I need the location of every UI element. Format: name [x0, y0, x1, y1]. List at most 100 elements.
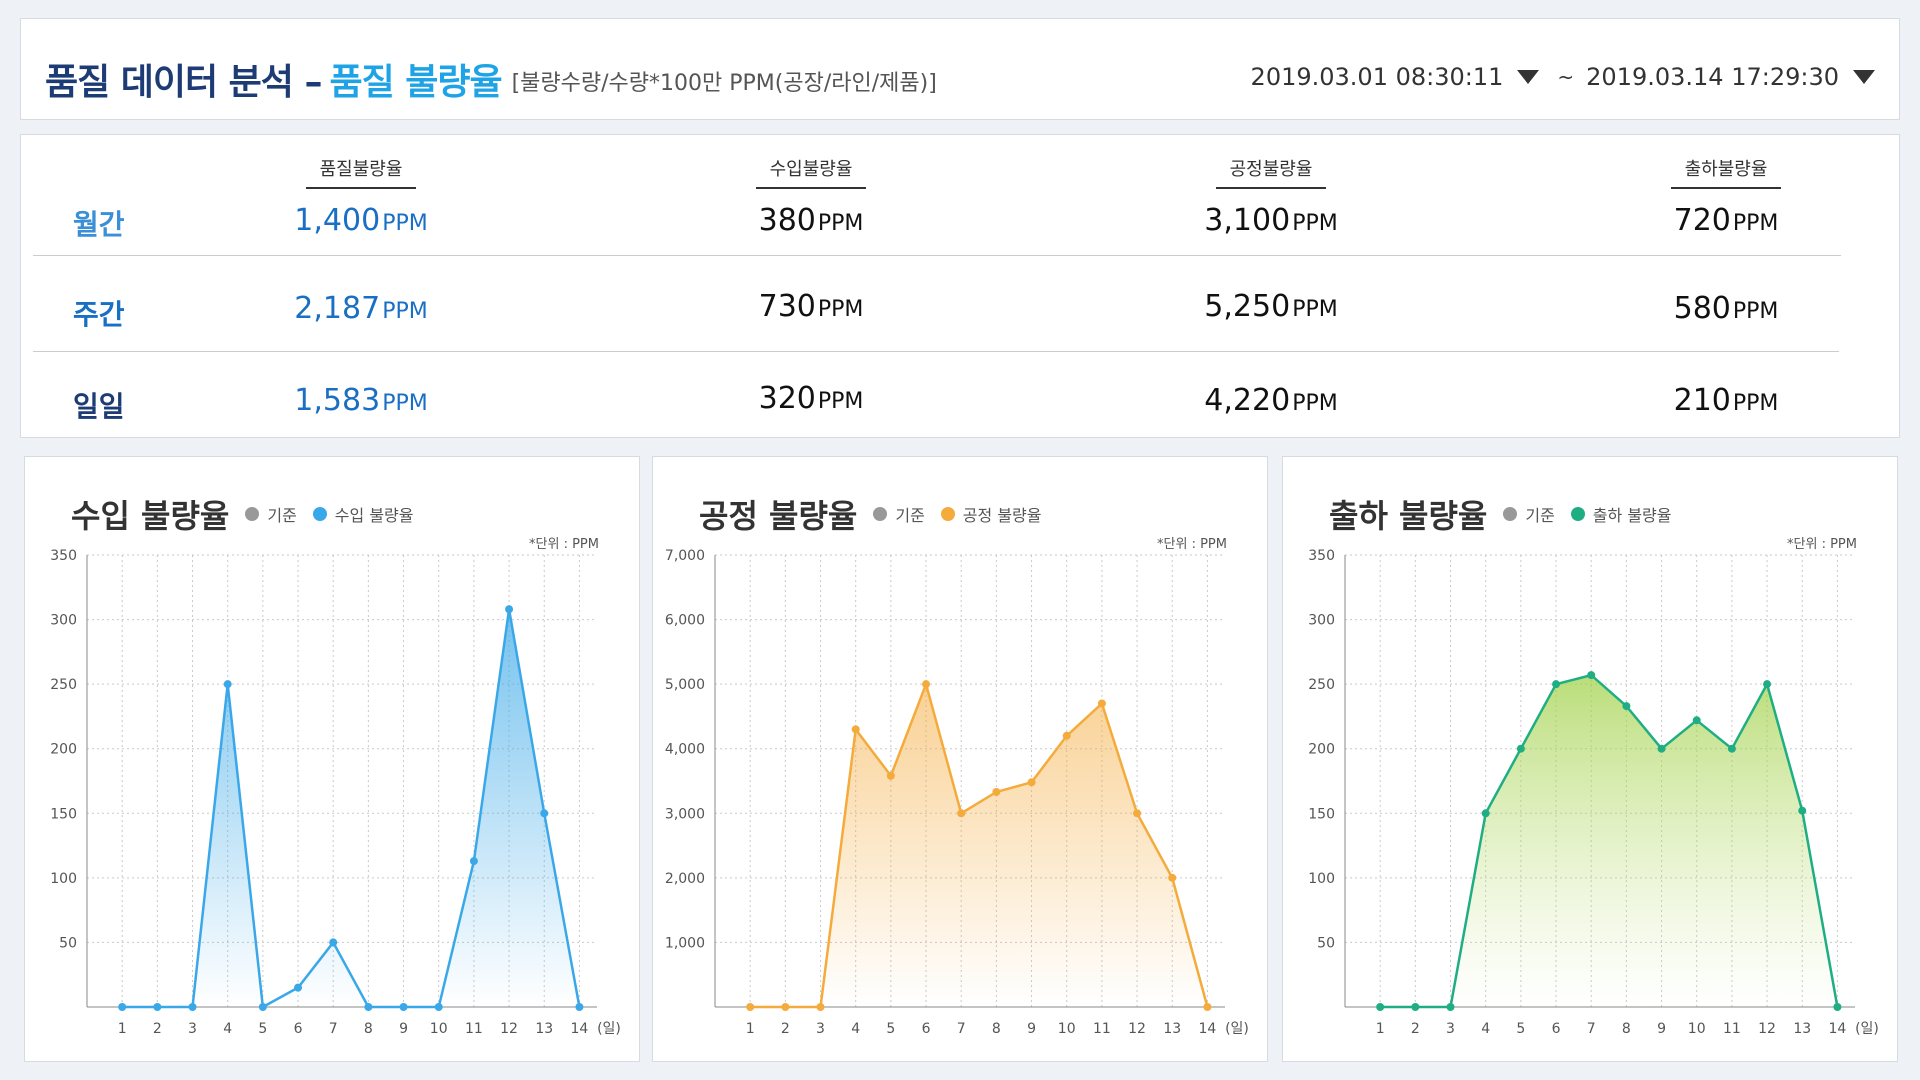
- x-tick-label: 13: [1793, 1021, 1811, 1037]
- x-tick-label: 11: [1723, 1021, 1741, 1037]
- x-tick-label: 8: [364, 1021, 373, 1037]
- unit-label: *단위 : PPM: [1787, 537, 1857, 552]
- column-header-process: 공정불량율: [1216, 155, 1326, 189]
- cell-monthly-shipping: 720PPM: [1606, 203, 1846, 238]
- y-tick-label: 6,000: [665, 613, 705, 629]
- series-area: [122, 609, 580, 1007]
- cell-unit: PPM: [1292, 211, 1338, 236]
- date-to-dropdown-icon[interactable]: [1853, 70, 1875, 84]
- y-tick-label: 3,000: [665, 806, 705, 822]
- x-tick-label: 12: [1128, 1021, 1146, 1037]
- data-point: [781, 1003, 790, 1011]
- x-tick-label: 9: [399, 1021, 408, 1037]
- x-tick-label: 8: [1622, 1021, 1631, 1037]
- date-from[interactable]: 2019.03.01 08:30:11: [1250, 63, 1504, 91]
- data-point: [540, 809, 549, 818]
- x-tick-label: 10: [1058, 1021, 1076, 1037]
- x-tick-label: 8: [992, 1021, 1001, 1037]
- data-point: [1062, 731, 1071, 740]
- y-tick-label: 200: [1308, 742, 1335, 758]
- y-tick-label: 250: [50, 677, 77, 693]
- x-tick-label: 6: [294, 1021, 303, 1037]
- legend-dot-icon: [312, 507, 327, 521]
- cell-weekly-incoming: 730PPM: [691, 289, 931, 324]
- x-tick-label: 11: [1093, 1021, 1111, 1037]
- data-point: [1203, 1003, 1212, 1011]
- data-point: [1376, 1003, 1385, 1011]
- cell-unit: PPM: [382, 211, 428, 236]
- page-title: 품질 데이터 분석 – 품질 불량율 [불량수량/수량*100만 PPM(공장/라인…: [45, 53, 937, 105]
- data-point: [886, 771, 895, 780]
- x-tick-label: 13: [1163, 1021, 1181, 1037]
- legend-label: 공정 불량율: [962, 506, 1042, 525]
- cell-value: 580: [1673, 291, 1731, 326]
- x-tick-label: 14: [1198, 1021, 1216, 1037]
- legend-label: 기준: [895, 506, 925, 525]
- x-tick-label: 2: [153, 1021, 162, 1037]
- y-tick-label: 300: [1308, 613, 1335, 629]
- page-title-main: 품질 데이터 분석 –: [45, 62, 322, 103]
- cell-unit: PPM: [817, 389, 864, 414]
- x-tick-label: 12: [1758, 1021, 1776, 1037]
- unit-label: *단위 : PPM: [1157, 537, 1227, 552]
- cell-weekly-shipping: 580PPM: [1606, 291, 1846, 326]
- x-unit-label: (일): [1855, 1021, 1879, 1037]
- legend-item-series[interactable]: 출하 불량율: [1570, 502, 1671, 526]
- data-point: [1657, 744, 1666, 753]
- legend-item-series[interactable]: 공정 불량율: [940, 502, 1042, 526]
- data-point: [1587, 671, 1596, 680]
- x-tick-label: 10: [1688, 1021, 1706, 1037]
- y-tick-label: 200: [50, 742, 77, 758]
- x-tick-label: 13: [535, 1021, 553, 1037]
- y-tick-label: 5,000: [665, 677, 705, 693]
- x-tick-label: 6: [922, 1021, 931, 1037]
- legend-dot-icon: [245, 507, 260, 521]
- x-tick-label: 9: [1657, 1021, 1666, 1037]
- data-point: [1133, 809, 1142, 818]
- x-tick-label: 7: [1587, 1021, 1596, 1037]
- x-tick-label: 5: [258, 1021, 267, 1037]
- y-tick-label: 7,000: [665, 548, 705, 564]
- legend-item-series[interactable]: 수입 불량율: [312, 502, 413, 526]
- legend-dot-icon: [1503, 507, 1518, 521]
- cell-value: 320: [758, 381, 816, 416]
- x-tick-label: 4: [223, 1021, 232, 1037]
- legend-item-base[interactable]: 기준: [873, 502, 925, 526]
- data-point: [1481, 809, 1490, 818]
- cell-daily-process: 4,220PPM: [1151, 383, 1391, 418]
- chart-title: 수입 불량율 기준 수입 불량율: [71, 491, 413, 537]
- legend-item-base[interactable]: 기준: [1503, 502, 1555, 526]
- data-point: [329, 938, 338, 947]
- x-tick-label: 4: [851, 1021, 860, 1037]
- x-tick-label: 12: [500, 1021, 518, 1037]
- data-point: [1763, 680, 1772, 689]
- data-point: [957, 809, 966, 818]
- cell-weekly-process: 5,250PPM: [1151, 289, 1391, 324]
- cell-value: 380: [758, 203, 816, 238]
- date-from-dropdown-icon[interactable]: [1517, 70, 1540, 84]
- y-tick-label: 50: [1317, 935, 1335, 951]
- data-point: [992, 787, 1001, 796]
- y-tick-label: 4,000: [665, 742, 705, 758]
- cell-unit: PPM: [382, 299, 428, 324]
- data-point: [434, 1003, 443, 1011]
- legend-dot-icon: [873, 507, 888, 521]
- column-header-incoming: 수입불량율: [756, 155, 866, 189]
- x-tick-label: 7: [957, 1021, 966, 1037]
- data-point: [364, 1003, 373, 1011]
- data-point: [223, 680, 232, 689]
- column-header-shipping: 출하불량율: [1671, 155, 1781, 189]
- series-line: [122, 609, 581, 1009]
- cell-unit: PPM: [1292, 297, 1338, 322]
- legend-item-base[interactable]: 기준: [245, 502, 297, 526]
- data-point: [1727, 744, 1736, 753]
- y-tick-label: 300: [50, 613, 77, 629]
- x-tick-label: 2: [781, 1021, 790, 1037]
- date-to[interactable]: 2019.03.14 17:29:30: [1586, 63, 1839, 91]
- data-point: [188, 1003, 197, 1011]
- chart-title-text: 공정 불량율: [699, 497, 858, 535]
- chart-panel-shipping: 출하 불량율 기준 출하 불량율 *단위 : PPM 50 100 150 200 25…: [1282, 456, 1898, 1062]
- date-separator: ~: [1557, 65, 1575, 89]
- cell-value: 720: [1673, 203, 1731, 238]
